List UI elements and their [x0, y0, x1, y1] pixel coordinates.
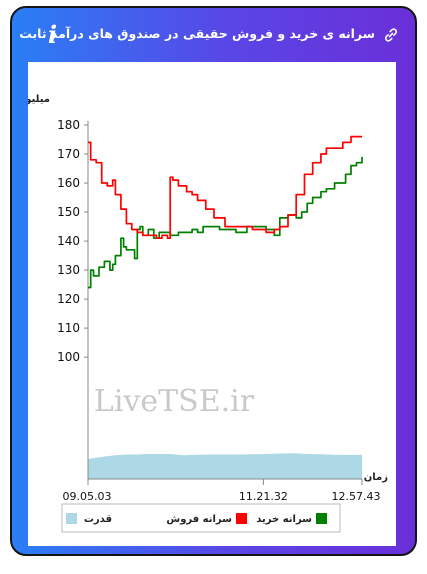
chart-panel: میلیون تومان LiveTSE.ir 100 110 120 130 140 1…	[12, 62, 396, 546]
chart-title: سرانه ی خرید و فروش حقیقی در صندوق های د…	[19, 26, 375, 41]
y-tick-label: 180	[57, 118, 80, 132]
y-axis-label: میلیون تومان	[28, 94, 50, 105]
y-tick-label: 150	[57, 205, 80, 219]
info-icon[interactable]: i	[48, 20, 58, 49]
legend-label[interactable]: سرانه فروش	[166, 514, 232, 525]
legend-swatch[interactable]	[316, 513, 327, 524]
legend: سرانه خرید سرانه فروش قدرت	[61, 503, 341, 533]
x-tick-label: 09.05.03	[63, 490, 112, 503]
x-tick-label: 11.21.32	[239, 490, 288, 503]
legend-label[interactable]: سرانه خرید	[256, 514, 312, 525]
y-tick-label: 130	[57, 263, 80, 277]
y-tick-label: 110	[57, 321, 80, 335]
chart-card: i سرانه ی خرید و فروش حقیقی در صندوق های…	[10, 6, 417, 556]
legend-swatch[interactable]	[236, 513, 247, 524]
legend-swatch[interactable]	[66, 513, 77, 524]
title-bar: i سرانه ی خرید و فروش حقیقی در صندوق های…	[12, 8, 415, 60]
chart-svg: میلیون تومان LiveTSE.ir 100 110 120 130 140 1…	[12, 94, 388, 533]
series-power-area	[88, 453, 362, 479]
legend-box	[61, 503, 341, 533]
y-tick-label: 120	[57, 292, 80, 306]
y-tick-label: 160	[57, 176, 80, 190]
series-buy-line	[88, 156, 363, 289]
x-axis-label: زمان	[364, 472, 388, 483]
x-tick-label: 12.57.43	[332, 490, 381, 503]
y-tick-label: 140	[57, 234, 80, 248]
y-tick-label: 170	[57, 147, 80, 161]
link-icon[interactable]	[383, 27, 399, 43]
y-tick-label: 100	[57, 350, 80, 364]
series-sell-line	[88, 135, 362, 240]
watermark: LiveTSE.ir	[94, 384, 255, 419]
legend-label[interactable]: قدرت	[84, 514, 112, 525]
